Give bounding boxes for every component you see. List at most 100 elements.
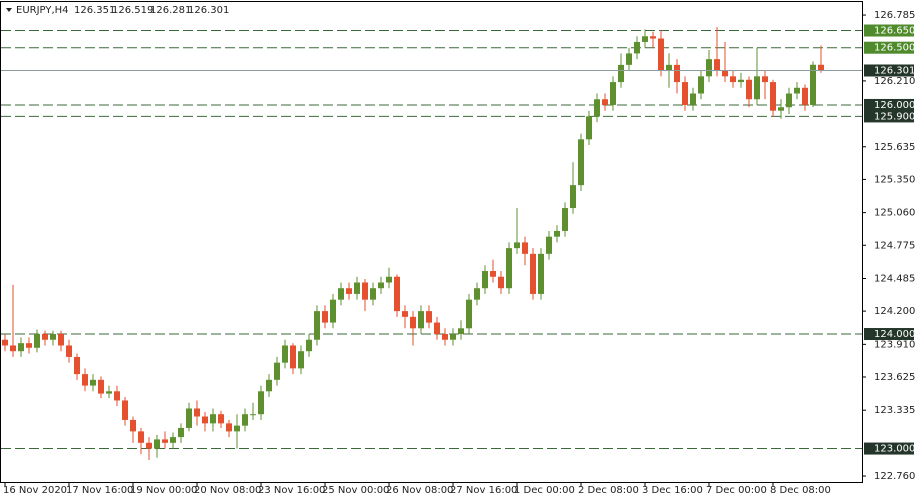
candle-body [682, 82, 688, 105]
candle-body [42, 334, 48, 340]
candle-body [18, 343, 24, 352]
candle-body [474, 288, 480, 300]
candle-body [714, 59, 720, 71]
candle-body [74, 356, 80, 375]
x-tick-label: 25 Nov 00:00 [322, 485, 389, 496]
candle-body [90, 379, 96, 386]
candle-body [170, 437, 176, 443]
level-label: 124.000 [874, 329, 915, 340]
candle-body [410, 316, 416, 329]
y-tick-label: 125.060 [874, 208, 915, 219]
level-box [864, 110, 914, 123]
y-tick-label: 124.485 [874, 273, 915, 284]
symbol: EURJPY,H4 [16, 5, 69, 16]
candle-body [106, 391, 112, 394]
candle-body [154, 439, 160, 449]
candle-body [442, 334, 448, 340]
x-tick-label: 23 Nov 16:00 [258, 485, 325, 496]
candle-body [698, 76, 704, 94]
x-tick-label: 20 Nov 08:00 [194, 485, 261, 496]
candle-body [314, 311, 320, 340]
header-close: 126.301 [188, 5, 229, 16]
level-box [864, 442, 914, 455]
level-box [864, 328, 914, 341]
candle-body [250, 414, 256, 416]
candle-body [290, 345, 296, 369]
candle-body [50, 334, 56, 340]
candle-body [778, 107, 784, 111]
candle-body [642, 36, 648, 42]
candle-body [738, 79, 744, 83]
candle-body [458, 328, 464, 335]
candle-body [666, 64, 672, 71]
candle-body [482, 271, 488, 289]
candle-body [242, 414, 248, 426]
candle-body [402, 311, 408, 317]
candle-body [802, 87, 808, 105]
level-box [864, 98, 914, 111]
menu-arrow [6, 8, 12, 12]
candle-body [618, 64, 624, 83]
candle-body [522, 242, 528, 254]
candle-body [434, 322, 440, 335]
candle-body [282, 345, 288, 363]
candle-body [578, 139, 584, 186]
candle-body [370, 288, 376, 300]
candle-body [794, 87, 800, 94]
x-tick-label: 1 Dec 00:00 [514, 485, 575, 496]
candle-body [2, 339, 8, 346]
current-price-label: 126.301 [874, 65, 915, 76]
candle-body [586, 116, 592, 140]
level-label: 126.500 [874, 43, 915, 54]
candle-body [818, 64, 824, 71]
candle-body [194, 408, 200, 417]
candle-body [66, 345, 72, 357]
candle-body [338, 288, 344, 300]
candle-body [450, 334, 456, 340]
y-tick-label: 124.775 [874, 240, 915, 251]
candle-body [418, 311, 424, 329]
candle-body [26, 343, 32, 348]
candle-body [354, 282, 360, 294]
candle-body [730, 76, 736, 83]
candle-body [498, 276, 504, 289]
candle-body [602, 99, 608, 105]
candle-body [258, 391, 264, 415]
candle-body [82, 374, 88, 386]
y-tick-label: 123.910 [874, 339, 915, 350]
plot-frame [0, 1, 863, 483]
x-tick-label: 16 Nov 2020 [3, 485, 67, 496]
candle-body [786, 93, 792, 108]
candle-body [306, 339, 312, 352]
candle-body [226, 423, 232, 432]
y-tick-label: 126.210 [874, 76, 915, 87]
candle-body [562, 208, 568, 231]
current-price-box [864, 64, 914, 77]
candle-body [10, 345, 16, 352]
candle-body [386, 276, 392, 283]
candle-body [234, 425, 240, 432]
x-tick-label: 19 Nov 00:00 [130, 485, 197, 496]
candle-body [378, 282, 384, 289]
candle-body [218, 414, 224, 424]
candle-body [506, 248, 512, 289]
candle-body [594, 99, 600, 117]
level-label: 126.000 [874, 100, 915, 111]
y-tick-label: 123.335 [874, 405, 915, 416]
candle-body [570, 185, 576, 209]
x-tick-label: 8 Dec 08:00 [770, 485, 831, 496]
candle-body [114, 391, 120, 401]
candle-body [554, 230, 560, 237]
level-label: 123.000 [874, 444, 915, 455]
candle-body [610, 82, 616, 105]
candle-body [722, 70, 728, 77]
candle-body [186, 408, 192, 428]
candle-body [490, 271, 496, 277]
candle-body [810, 64, 816, 105]
level-label: 126.650 [874, 26, 915, 37]
candle-body [394, 276, 400, 312]
x-tick-label: 17 Nov 16:00 [66, 485, 133, 496]
candle-body [514, 242, 520, 249]
